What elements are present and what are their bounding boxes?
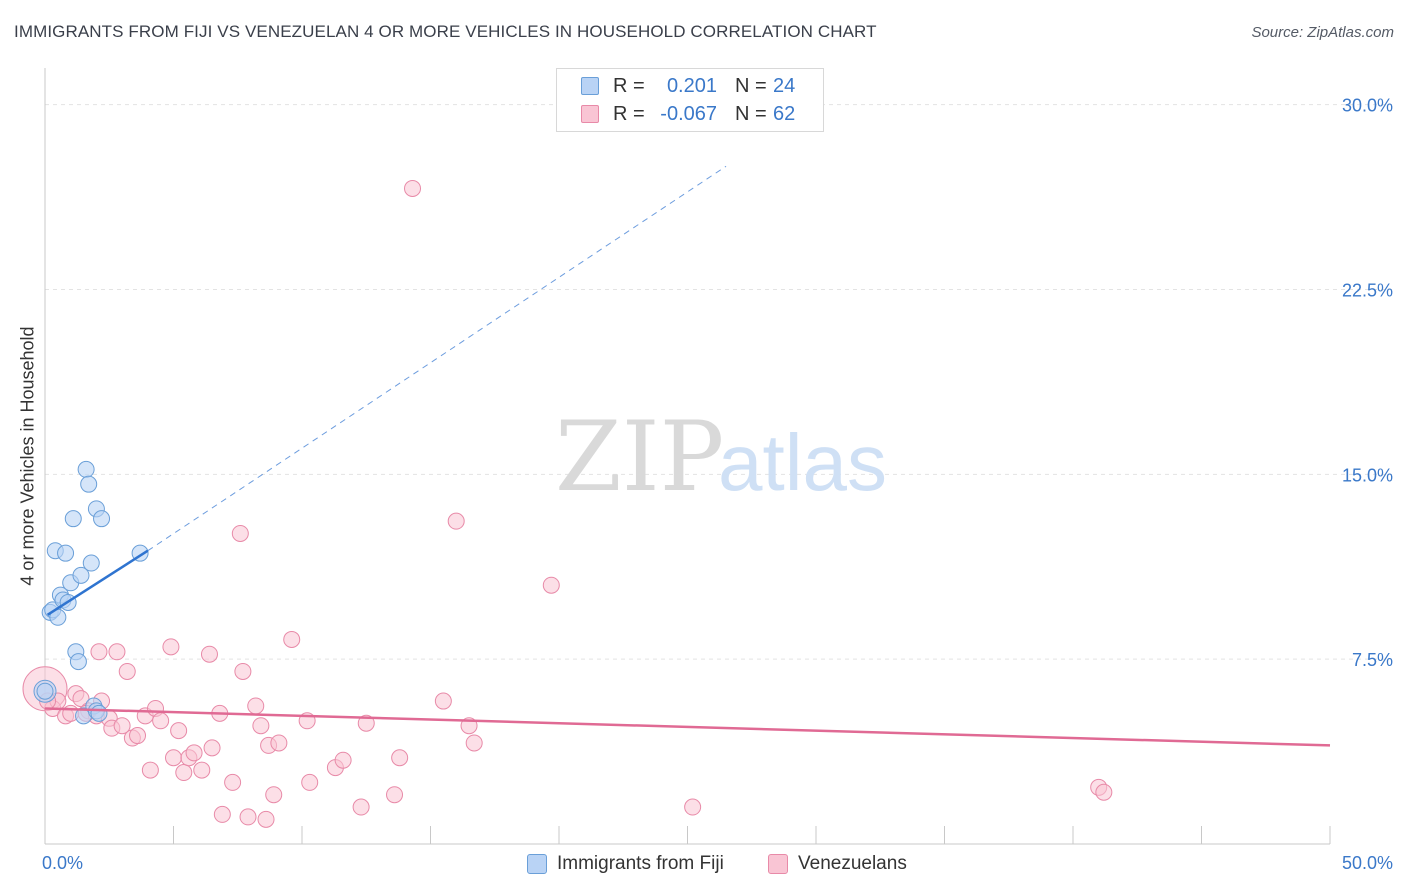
- venezuelans-point: [1095, 783, 1113, 801]
- bottom-legend-venezuelans[interactable]: Venezuelans: [768, 852, 907, 876]
- venezuelans-point: [434, 692, 452, 710]
- bottom-legend-label-venezuelans: Venezuelans: [798, 853, 907, 874]
- venezuelans-point: [129, 727, 147, 745]
- venezuelans-point: [447, 512, 465, 530]
- fiji-trend-extension: [147, 165, 727, 552]
- source-label: Source: ZipAtlas.com: [1251, 24, 1394, 41]
- fiji-point: [36, 682, 54, 700]
- tick-labels: 7.5% 15.0% 22.5% 30.0% 0.0% 50.0%: [42, 96, 1393, 873]
- venezuelans-points: [22, 179, 1113, 828]
- venezuelans-point: [203, 739, 221, 757]
- legend-n-value-fiji: 24: [773, 74, 796, 97]
- venezuelans-point: [213, 805, 231, 823]
- legend-n-label: N =: [735, 74, 767, 97]
- venezuelans-point: [352, 798, 370, 816]
- venezuelans-point: [162, 638, 180, 656]
- legend-n-value-venezuelans: 62: [773, 102, 796, 125]
- fiji-point: [93, 510, 111, 528]
- venezuelans-point: [257, 810, 275, 828]
- legend-r-value-venezuelans: -0.067: [660, 102, 717, 125]
- venezuelans-point: [391, 749, 409, 767]
- chart-title: IMMIGRANTS FROM FIJI VS VENEZUELAN 4 OR …: [14, 22, 877, 41]
- venezuelans-point: [386, 786, 404, 804]
- venezuelans-point: [247, 697, 265, 715]
- fiji-points: [33, 460, 149, 725]
- venezuelans-point: [270, 734, 288, 752]
- fiji-point: [77, 460, 95, 478]
- venezuelans-point: [231, 524, 249, 542]
- venezuelans-point: [200, 645, 218, 663]
- watermark-zip: ZIP: [555, 401, 724, 513]
- venezuelans-point: [72, 690, 90, 708]
- fiji-point: [64, 510, 82, 528]
- venezuelans-point: [234, 662, 252, 680]
- venezuelans-point: [684, 798, 702, 816]
- x-tick-label-0: 0.0%: [42, 853, 83, 873]
- venezuelans-point: [165, 749, 182, 767]
- watermark-atlas: atlas: [718, 418, 887, 507]
- y-tick-label-0: 7.5%: [1352, 650, 1393, 670]
- legend-row-fiji: R = 0.201 N = 24: [581, 73, 795, 99]
- venezuelans-point: [252, 717, 270, 735]
- venezuelans-point: [193, 761, 211, 779]
- fiji-point: [80, 475, 98, 493]
- fiji-point: [69, 653, 87, 671]
- y-tick-label-3: 30.0%: [1342, 96, 1393, 116]
- venezuelans-point: [357, 714, 375, 732]
- watermark: ZIP atlas: [555, 401, 887, 513]
- bottom-legend-swatch-venezuelans: [768, 854, 788, 874]
- legend-n-label: N =: [735, 102, 767, 125]
- venezuelans-point: [224, 773, 242, 791]
- axes: [44, 68, 1331, 845]
- venezuelans-point: [170, 722, 188, 740]
- venezuelans-point: [185, 744, 203, 762]
- venezuelans-point: [108, 643, 126, 661]
- legend-r-label: R =: [613, 102, 645, 125]
- bottom-legend-swatch-fiji: [527, 854, 547, 874]
- fiji-trend-line: [46, 549, 149, 616]
- fiji-point: [72, 566, 90, 584]
- venezuelans-point: [465, 734, 483, 752]
- venezuelans-point: [301, 773, 319, 791]
- legend-r-value-fiji: 0.201: [666, 74, 717, 97]
- x-tick-label-1: 50.0%: [1342, 853, 1393, 873]
- venezuelans-point: [141, 761, 159, 779]
- bottom-legend-fiji[interactable]: Immigrants from Fiji: [527, 852, 724, 876]
- legend-r-label: R =: [613, 74, 645, 97]
- legend-swatch-fiji: [581, 77, 599, 95]
- trend-lines: [44, 165, 1331, 747]
- y-axis-label: 4 or more Vehicles in Household: [17, 326, 38, 586]
- venezuelans-point: [118, 662, 136, 680]
- y-tick-label-2: 22.5%: [1342, 280, 1393, 300]
- stats-legend: R = 0.201 N = 24 R = -0.067 N = 62: [556, 68, 824, 132]
- legend-row-venezuelans: R = -0.067 N = 62: [581, 101, 795, 127]
- y-tick-label-1: 15.0%: [1342, 465, 1393, 485]
- legend-swatch-venezuelans: [581, 105, 599, 123]
- venezuelans-point: [175, 764, 193, 782]
- grid-lines: [45, 104, 1392, 660]
- venezuelans-point: [265, 786, 283, 804]
- venezuelans-point: [90, 643, 108, 661]
- fiji-point: [82, 554, 100, 572]
- fiji-point: [57, 544, 75, 562]
- venezuelans-point: [239, 808, 257, 826]
- venezuelans-point: [542, 576, 560, 594]
- venezuelans-trend-line: [44, 707, 1331, 747]
- bottom-legend-label-fiji: Immigrants from Fiji: [557, 853, 724, 874]
- venezuelans-point: [152, 712, 170, 730]
- venezuelans-point: [404, 179, 422, 197]
- venezuelans-point: [113, 717, 131, 735]
- fiji-point: [90, 704, 108, 722]
- venezuelans-point: [334, 751, 352, 769]
- venezuelans-point: [283, 630, 301, 648]
